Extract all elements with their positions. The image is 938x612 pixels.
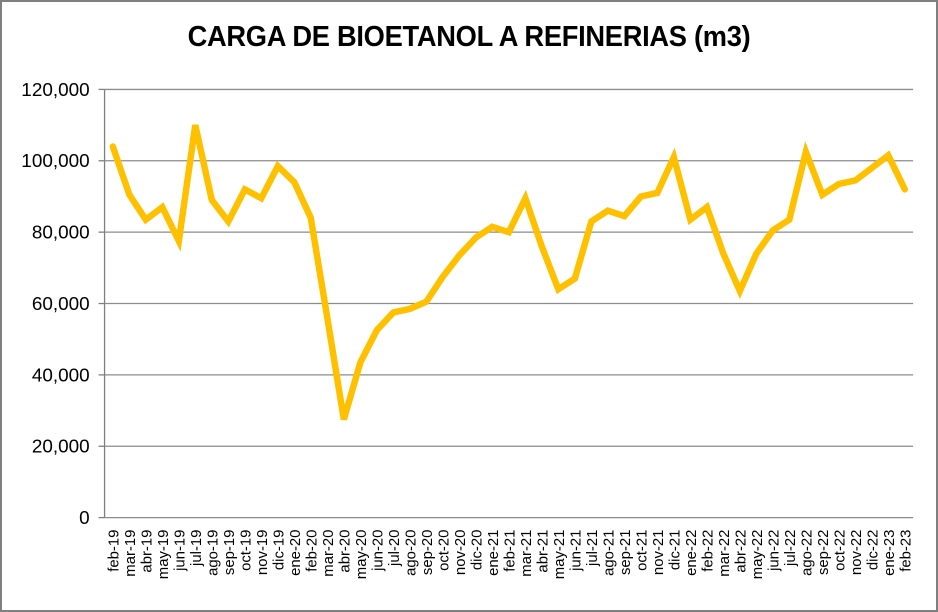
x-tick-label: oct-21 bbox=[634, 530, 650, 571]
x-tick-label: nov-22 bbox=[849, 530, 865, 576]
x-tick-label: feb-23 bbox=[898, 530, 914, 572]
x-tick-label: mar-22 bbox=[717, 530, 733, 577]
x-tick-label: feb-19 bbox=[106, 530, 122, 572]
y-tick-label: 120,000 bbox=[21, 80, 89, 101]
x-tick-label: dic-19 bbox=[271, 530, 287, 571]
x-tick-label: oct-20 bbox=[436, 530, 452, 571]
chart-title: CARGA DE BIOETANOL A REFINERIAS (m3) bbox=[187, 21, 751, 53]
x-tick-label: may-21 bbox=[552, 530, 568, 580]
x-tick-label: mar-20 bbox=[321, 530, 337, 577]
x-tick-label: dic-20 bbox=[469, 530, 485, 571]
x-tick-label: nov-21 bbox=[651, 530, 667, 576]
x-tick-label: jun-21 bbox=[568, 530, 584, 572]
x-tick-label: dic-22 bbox=[865, 530, 881, 571]
y-tick-label: 60,000 bbox=[32, 294, 90, 315]
x-tick-label: feb-22 bbox=[700, 530, 716, 572]
x-tick-label: ago-19 bbox=[205, 530, 221, 576]
x-axis-labels: feb-19 mar-19 abr-19 may-19 jun-19 jul-19 ago-… bbox=[106, 530, 914, 580]
x-tick-label: jun-19 bbox=[172, 530, 188, 572]
y-tick-label: 100,000 bbox=[21, 151, 89, 172]
x-tick-label: may-20 bbox=[354, 530, 370, 580]
x-tick-label: ago-20 bbox=[403, 530, 419, 576]
x-tick-label: abr-22 bbox=[733, 530, 749, 573]
x-tick-label: may-22 bbox=[750, 530, 766, 580]
x-tick-label: dic-21 bbox=[667, 530, 683, 571]
y-axis-labels: 0 20,000 40,000 60,000 80,000 100,000 120,000 bbox=[21, 80, 89, 529]
x-tick-label: ene-22 bbox=[684, 530, 700, 576]
y-tick-label: 40,000 bbox=[32, 365, 90, 386]
x-tick-label: sep-20 bbox=[420, 530, 436, 576]
x-tick-label: mar-19 bbox=[123, 530, 139, 577]
x-tick-label: nov-19 bbox=[255, 530, 271, 576]
x-tick-label: mar-21 bbox=[519, 530, 535, 577]
x-tick-label: abr-21 bbox=[535, 530, 551, 573]
x-tick-label: ene-20 bbox=[288, 530, 304, 576]
y-tick-label: 20,000 bbox=[32, 437, 90, 458]
x-tick-label: jul-21 bbox=[585, 530, 601, 567]
x-tick-label: jul-19 bbox=[189, 530, 205, 567]
x-tick-label: sep-19 bbox=[222, 530, 238, 576]
x-tick-label: abr-19 bbox=[139, 530, 155, 573]
x-tick-label: ene-21 bbox=[486, 530, 502, 576]
x-tick-label: feb-20 bbox=[304, 530, 320, 572]
x-tick-label: jun-20 bbox=[370, 530, 386, 572]
y-tick-label: 0 bbox=[79, 508, 90, 529]
x-tick-label: ago-22 bbox=[799, 530, 815, 576]
series-line-bioetanol bbox=[109, 124, 909, 421]
x-tick-label: jun-22 bbox=[766, 530, 782, 572]
x-tick-label: jul-22 bbox=[783, 530, 799, 567]
x-tick-label: abr-20 bbox=[337, 530, 353, 573]
x-tick-label: oct-19 bbox=[238, 530, 254, 571]
x-tick-label: feb-21 bbox=[502, 530, 518, 572]
x-tick-label: may-19 bbox=[156, 530, 172, 580]
x-tick-label: ene-23 bbox=[882, 530, 898, 576]
x-tick-label: ago-21 bbox=[601, 530, 617, 576]
gridlines bbox=[104, 88, 914, 519]
x-tick-label: sep-21 bbox=[618, 530, 634, 576]
x-tick-label: oct-22 bbox=[832, 530, 848, 571]
x-tick-label: sep-22 bbox=[816, 530, 832, 576]
y-axis bbox=[98, 88, 106, 519]
x-tick-label: nov-20 bbox=[453, 530, 469, 576]
x-tick-label: jul-20 bbox=[387, 530, 403, 567]
y-tick-label: 80,000 bbox=[32, 223, 90, 244]
